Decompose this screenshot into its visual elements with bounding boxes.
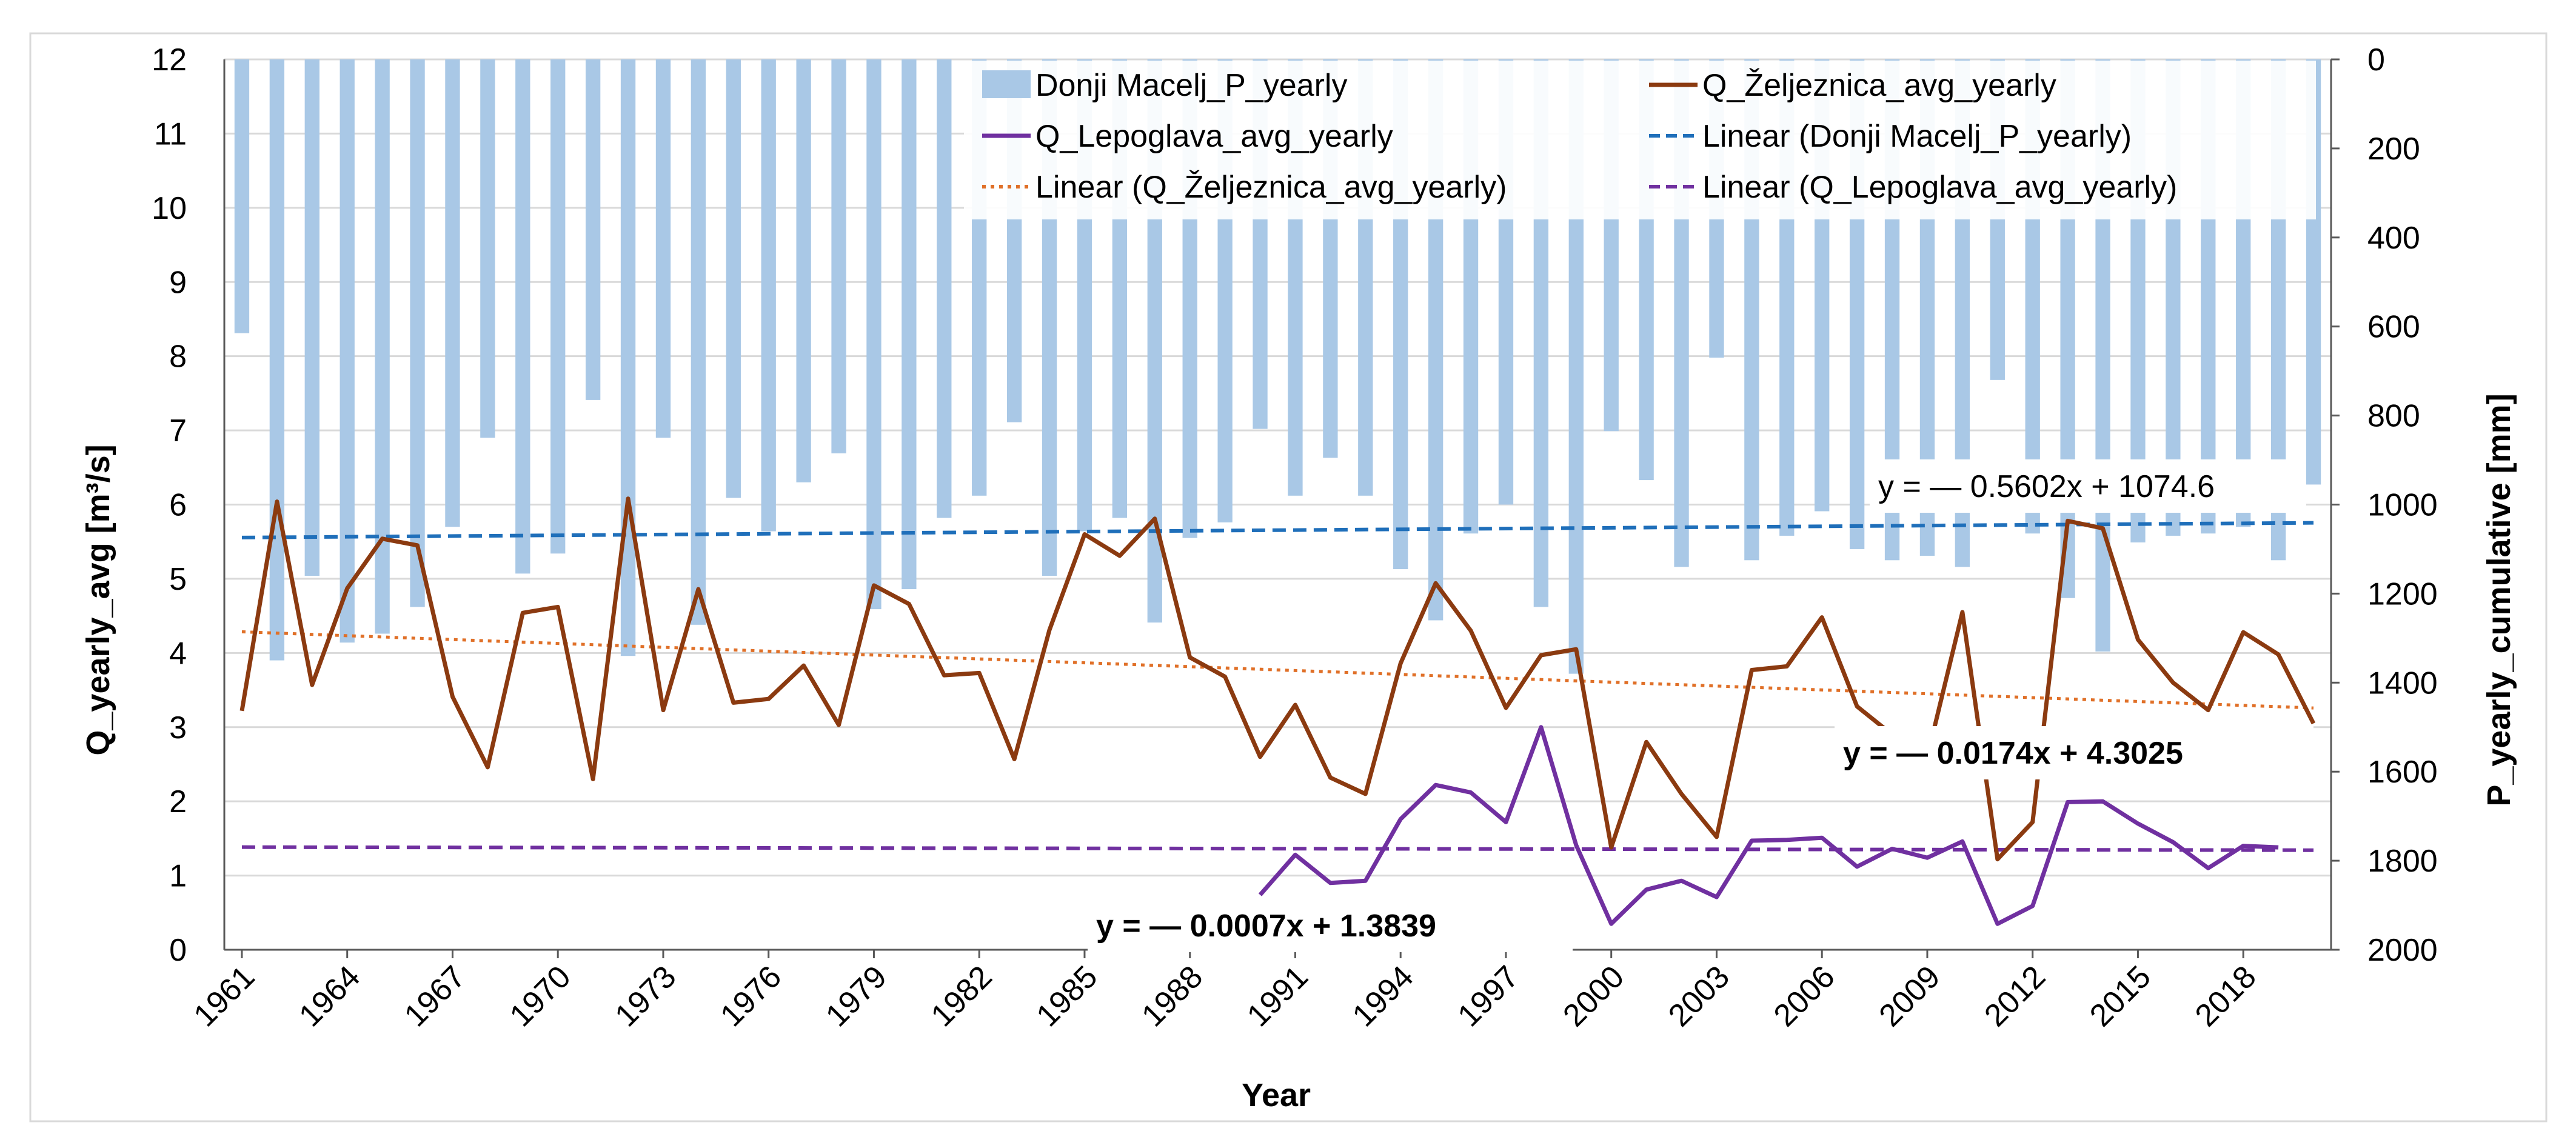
y-left-tick-label: 2 <box>169 784 187 819</box>
y-right-tick-label: 1400 <box>2367 665 2438 701</box>
precip-bar <box>410 59 425 607</box>
precip-bar <box>655 59 671 438</box>
legend-swatch <box>982 70 1031 98</box>
precip-bar <box>726 59 741 498</box>
y-left-tick-label: 6 <box>169 488 187 523</box>
discharge-lines <box>239 496 2316 926</box>
precip-bar <box>445 59 460 527</box>
trendline <box>241 521 2314 539</box>
precip-bar <box>585 59 601 400</box>
y-left-tick-label: 11 <box>154 116 187 152</box>
precip-bar <box>866 59 882 610</box>
y-right-tick-label: 1600 <box>2367 755 2438 790</box>
precip-bar <box>937 59 952 518</box>
y-left-tick-label: 3 <box>169 710 187 745</box>
legend-label: Q_Lepoglava_avg_yearly <box>1035 119 1393 154</box>
y-right-tick-label: 1800 <box>2367 844 2438 879</box>
precip-bar <box>831 59 846 454</box>
precip-bar <box>269 59 285 661</box>
precip-bar <box>550 59 566 554</box>
y-left-tick-label: 7 <box>169 413 187 449</box>
trend-equation: y = — 0.5602x + 1074.6 <box>1878 469 2215 504</box>
equation-background <box>1870 459 2306 513</box>
legend-label: Linear (Donji Macelj_P_yearly) <box>1702 119 2132 154</box>
trendline <box>241 845 2314 852</box>
precip-bar <box>796 59 811 482</box>
precip-bar <box>234 59 250 333</box>
legend-label: Donji Macelj_P_yearly <box>1035 68 1347 103</box>
equation-background <box>1835 726 2313 779</box>
lepoglava-line <box>1258 725 2279 926</box>
y-left-tick-label: 9 <box>169 265 187 300</box>
y-left-tick-label: 4 <box>169 636 187 671</box>
precip-bar <box>620 59 636 656</box>
y-right-tick-label: 600 <box>2367 310 2420 345</box>
y-left-tick-label: 10 <box>152 191 187 226</box>
trend-equation: y = — 0.0174x + 4.3025 <box>1843 736 2183 771</box>
y-right-tick-label: 400 <box>2367 221 2420 256</box>
legend-label: Linear (Q_Željeznica_avg_yearly) <box>1035 170 1507 205</box>
precip-bar <box>902 59 917 590</box>
y-right-tick-label: 0 <box>2367 42 2385 78</box>
trend-equation: y = — 0.0007x + 1.3839 <box>1096 909 1436 944</box>
y-left-tick-label: 0 <box>169 933 187 968</box>
y-right-tick-label: 1200 <box>2367 576 2438 612</box>
trend-equations: y = — 0.5602x + 1074.6 y = — 0.0174x + 4.… <box>1088 459 2313 952</box>
trendline <box>241 630 2314 710</box>
y-right-tick-label: 800 <box>2367 399 2420 434</box>
zeljeznica-line <box>239 496 2316 862</box>
precip-bar <box>480 59 495 438</box>
equation-background <box>1088 899 1573 952</box>
precip-bar <box>304 59 319 576</box>
x-axis-title: Year <box>1242 1077 1311 1113</box>
precip-bar <box>340 59 355 643</box>
y-left-tick-label: 12 <box>152 42 187 78</box>
trendlines <box>241 521 2314 852</box>
legend-box <box>964 61 2316 219</box>
y-left-tick-label: 8 <box>169 339 187 375</box>
legend-label: Linear (Q_Lepoglava_avg_yearly) <box>1702 170 2177 205</box>
y-axis-right-title: P_yearly_cumulative [mm] <box>2481 393 2517 806</box>
y-right-tick-label: 2000 <box>2367 933 2438 968</box>
y-right-tick-label: 200 <box>2367 132 2420 167</box>
legend-label: Q_Željeznica_avg_yearly <box>1702 68 2056 103</box>
y-left-tick-label: 1 <box>169 859 187 894</box>
precip-bar <box>515 59 530 574</box>
precip-bar <box>691 59 706 625</box>
legend: Donji Macelj_P_yearly Q_Željeznica_avg_ye… <box>964 61 2316 219</box>
y-axis-left-title: Q_yearly_avg [m³/s] <box>80 444 116 755</box>
precip-bar <box>761 59 776 532</box>
y-right-tick-label: 1000 <box>2367 488 2438 523</box>
y-left-tick-label: 5 <box>169 562 187 597</box>
